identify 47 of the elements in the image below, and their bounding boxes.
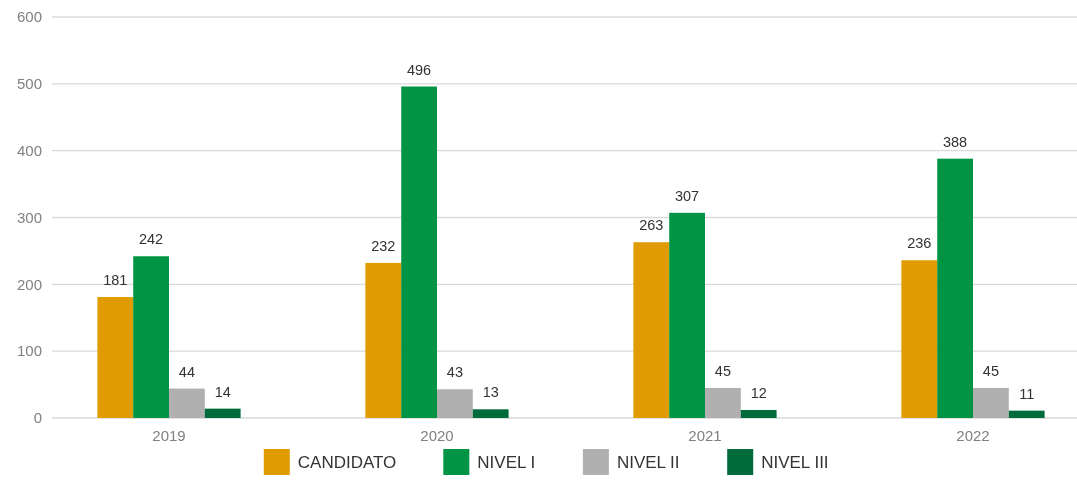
y-tick-label: 500 xyxy=(16,75,42,93)
data-label: 13 xyxy=(482,384,499,401)
x-tick-label: 2021 xyxy=(688,427,722,444)
data-label: 12 xyxy=(750,384,767,401)
data-label: 232 xyxy=(371,237,396,254)
y-tick-label: 400 xyxy=(16,141,42,159)
bar xyxy=(97,297,134,418)
x-tick-label: 2019 xyxy=(152,427,186,444)
data-label: 43 xyxy=(446,364,463,381)
data-label: 14 xyxy=(214,383,231,400)
data-label: 11 xyxy=(1019,385,1035,402)
x-tick-label: 2022 xyxy=(956,427,990,444)
bar xyxy=(740,409,777,418)
bar xyxy=(365,262,402,418)
bar xyxy=(401,86,437,418)
y-tick-label: 0 xyxy=(33,409,42,427)
data-label: 263 xyxy=(639,217,664,234)
data-label: 307 xyxy=(675,187,700,204)
bar xyxy=(633,242,670,418)
bar xyxy=(169,388,205,418)
bar xyxy=(937,158,973,418)
data-label: 45 xyxy=(982,362,999,379)
legend-label: NIVEL I xyxy=(477,452,536,472)
data-label: 242 xyxy=(139,231,164,248)
data-label: 45 xyxy=(714,362,731,379)
x-tick-label: 2020 xyxy=(420,427,454,444)
y-tick-label: 300 xyxy=(16,208,42,226)
bar xyxy=(705,387,741,418)
legend-label: CANDIDATO xyxy=(297,452,397,472)
bar xyxy=(973,387,1009,418)
data-label: 388 xyxy=(943,133,968,150)
bar xyxy=(901,260,938,418)
y-tick-label: 100 xyxy=(16,342,42,360)
bar xyxy=(133,256,169,418)
data-label: 181 xyxy=(103,272,128,289)
data-label: 236 xyxy=(907,235,932,252)
bar xyxy=(1008,410,1045,418)
bar xyxy=(437,389,473,418)
bar xyxy=(204,408,241,418)
bar xyxy=(669,212,705,418)
y-tick-label: 200 xyxy=(16,275,42,293)
data-label: 496 xyxy=(407,61,432,78)
data-label: 44 xyxy=(178,363,195,380)
y-tick-label: 600 xyxy=(16,8,42,26)
bar xyxy=(472,409,509,418)
legend-label: NIVEL III xyxy=(761,452,829,472)
legend-label: NIVEL II xyxy=(616,452,680,472)
